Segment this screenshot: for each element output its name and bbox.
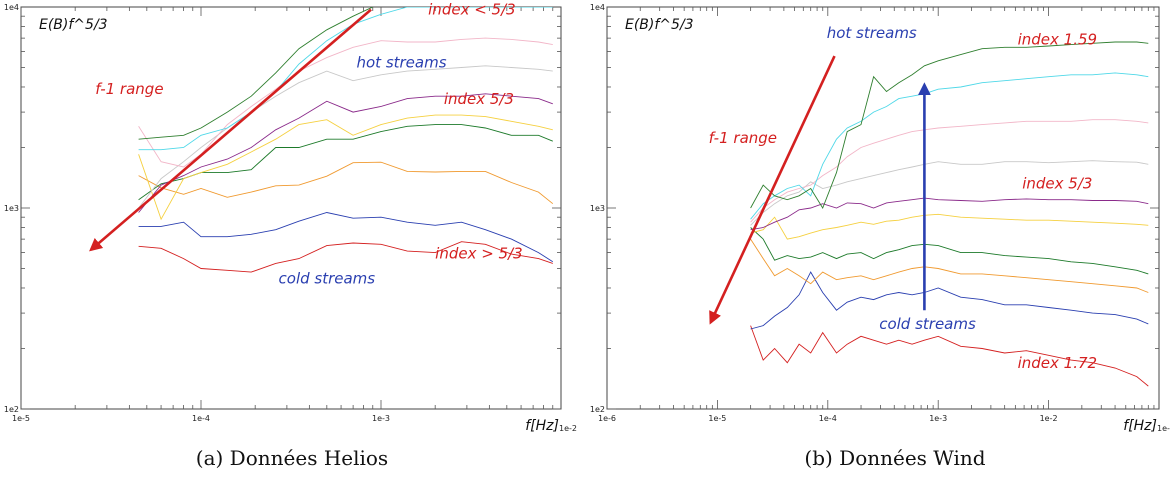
x-tick-label: 1e-3 xyxy=(929,414,947,423)
x-tick-label: 1e-5 xyxy=(708,414,726,423)
series-line-5 xyxy=(138,114,553,221)
y-tick-label: 1e2 xyxy=(4,405,19,414)
annotation-label: index > 5/3 xyxy=(435,245,523,263)
series-line-10 xyxy=(138,7,373,140)
y-axis-label: E(B)f^5/3 xyxy=(39,17,108,33)
y-tick-label: 1e2 xyxy=(590,405,605,414)
annotation-label: index 1.72 xyxy=(1018,354,1097,372)
x-axis-label: f[Hz] xyxy=(1123,418,1157,434)
chart-panel-helios: 1e-5 1e-4 1e-3 1e-2 1e2 1e3 1e4 E(B)f^5/3 f[Hz] i… xyxy=(4,0,577,470)
series-line-3 xyxy=(750,238,1149,293)
x-tick-label: 1e-2 xyxy=(1040,414,1058,423)
series-line-7 xyxy=(750,160,1149,226)
series-line-1 xyxy=(750,325,1149,387)
y-tick-label: 1e4 xyxy=(4,3,19,12)
series-line-10 xyxy=(750,41,1149,210)
annotation-label: hot streams xyxy=(827,24,917,42)
series-line-2 xyxy=(138,212,554,263)
annotation-label: index 5/3 xyxy=(1022,175,1092,193)
x-tick-label: 1e-4 xyxy=(192,414,210,423)
series-line-2 xyxy=(750,271,1149,330)
y-axis-label: E(B)f^5/3 xyxy=(625,17,694,33)
x-tick-label: 1e-4 xyxy=(819,414,837,423)
series-line-8 xyxy=(750,119,1149,223)
plot-frame xyxy=(20,6,562,410)
annotation-arrow xyxy=(709,55,836,325)
x-axis-label: f[Hz] xyxy=(525,418,559,434)
series-line-1 xyxy=(138,241,553,273)
annotation-label: index < 5/3 xyxy=(428,0,516,18)
annotation-label: index 1.59 xyxy=(1018,31,1097,49)
annotation-label: cold streams xyxy=(879,315,976,333)
chart-panel-wind: 1e-6 1e-5 1e-4 1e-3 1e-2 1e-1 1e2 1e3 1e4 E(B)f^5… xyxy=(585,0,1170,483)
series-line-6 xyxy=(750,197,1149,231)
caption-wind: (b) Données Wind xyxy=(804,446,986,470)
series-line-7 xyxy=(138,65,553,209)
y-tick-label: 1e3 xyxy=(4,204,19,213)
series-line-5 xyxy=(750,213,1149,240)
y-tick-label: 1e4 xyxy=(590,3,605,12)
x-tick-label: 1e-3 xyxy=(372,414,390,423)
annotation-label: hot streams xyxy=(356,54,446,72)
annotation-arrow xyxy=(89,8,372,252)
y-tick-label: 1e3 xyxy=(590,204,605,213)
plot-frame xyxy=(606,6,1160,410)
annotation-label: f-1 range xyxy=(95,80,163,98)
x-tick-label: 1e-6 xyxy=(598,414,616,423)
series-line-6 xyxy=(138,93,553,213)
series-line-9 xyxy=(750,72,1149,220)
x-tick-label: 1e-5 xyxy=(12,414,30,423)
chart-wind: 1e-6 1e-5 1e-4 1e-3 1e-2 1e-1 1e2 1e3 1e4 E(B)f^5… xyxy=(590,3,1170,434)
chart-helios: 1e-5 1e-4 1e-3 1e-2 1e2 1e3 1e4 E(B)f^5/3 f[Hz] i… xyxy=(4,0,577,434)
series-line-9 xyxy=(138,7,553,151)
x-tick-label: 1e-1 xyxy=(1157,424,1170,433)
series-line-4 xyxy=(750,227,1149,275)
annotation-label: cold streams xyxy=(279,270,376,288)
annotation-label: f-1 range xyxy=(709,129,777,147)
annotation-label: index 5/3 xyxy=(444,90,514,108)
x-tick-label: 1e-2 xyxy=(559,424,577,433)
caption-helios: (a) Données Helios xyxy=(195,446,389,470)
series-line-3 xyxy=(138,161,554,205)
